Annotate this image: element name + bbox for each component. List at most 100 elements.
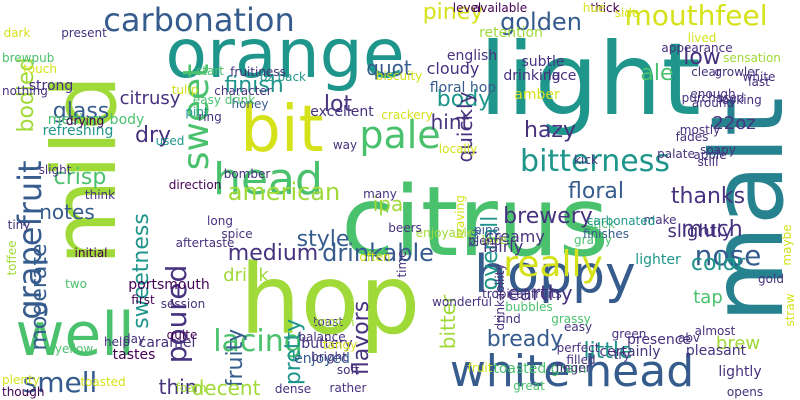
word-bitterness: bitterness: [520, 144, 670, 179]
word-thin: thin: [158, 375, 198, 399]
word-golden: golden: [500, 8, 582, 36]
word-rind: rind: [497, 312, 521, 326]
word-white-head: white head: [449, 346, 695, 397]
word-well: well: [15, 300, 135, 370]
word-hoppy: hoppy: [474, 245, 636, 305]
word-touch: touch: [23, 62, 57, 76]
word-mouthfeel: mouthfeel: [624, 0, 768, 32]
word-foam: foam: [175, 381, 207, 395]
word-toasted-grain: toasted grain: [493, 361, 587, 377]
word-toast: toast: [312, 315, 344, 329]
word-amber: amber: [514, 87, 560, 103]
word-ale: ale: [640, 61, 674, 86]
word-lot: lot: [323, 92, 353, 117]
word-first: first: [131, 293, 155, 307]
word-long: long: [207, 214, 233, 228]
word-lace: lace: [547, 68, 577, 84]
word-level: level: [452, 1, 482, 15]
word-creamy: creamy: [485, 227, 545, 246]
word-grainy: grainy: [574, 233, 612, 247]
word-soapy: soapy: [700, 143, 736, 157]
word-pint: pint: [185, 105, 209, 119]
word-finish: finish: [224, 73, 284, 98]
word-spice: spice: [221, 227, 253, 241]
word-lighter: lighter: [635, 252, 681, 268]
word-appearance: appearance: [661, 41, 733, 55]
word-caramel: caramel: [138, 335, 196, 351]
word-pale: pale: [359, 113, 441, 157]
word-tap: tap: [693, 287, 723, 308]
word-initial: initial: [74, 246, 108, 260]
word-excellent: excellent: [310, 104, 374, 120]
word-hazy: hazy: [524, 118, 577, 143]
word-opens: opens: [726, 385, 764, 399]
word-cloudy: cloudy: [426, 59, 480, 78]
word-earthy: earthy: [507, 281, 573, 305]
word-medium-body: medium body: [47, 112, 145, 128]
word-love: love: [481, 233, 507, 247]
word-think: think: [84, 188, 116, 202]
word-plenty: plenty: [2, 373, 40, 387]
word-honey: honey: [231, 97, 269, 111]
word-biscuity: biscuity: [375, 69, 423, 83]
word-enough: enough: [690, 87, 736, 101]
word-fruit: fruit: [467, 361, 493, 375]
word-moderate: moderate: [27, 243, 52, 351]
word-help: help: [104, 335, 130, 349]
word-smooth: smooth: [309, 315, 355, 329]
word-white: white: [742, 70, 776, 84]
word-way: way: [332, 138, 358, 152]
word-orange: orange: [165, 15, 405, 94]
word-stick: stick: [587, 217, 615, 231]
word-blend: blend: [468, 234, 502, 248]
word-much: much: [681, 217, 743, 242]
word-carbonation: carbonation: [103, 1, 295, 39]
word-kick: kick: [574, 153, 598, 167]
word-head: head: [213, 154, 323, 205]
word-bubbles: bubbles: [505, 300, 553, 314]
word-direction: direction: [168, 178, 222, 192]
word-growler: growler: [714, 65, 760, 79]
word-aftertaste: aftertaste: [175, 236, 235, 250]
word-make: make: [643, 213, 677, 227]
word-beers: beers: [388, 221, 422, 235]
word-strong: strong: [28, 78, 74, 94]
word-start: start: [196, 64, 224, 78]
word-floral-hop: floral hop: [429, 80, 497, 96]
word-body: body: [436, 87, 492, 112]
word-green: green: [611, 327, 647, 341]
word-maybe: maybe: [779, 224, 794, 266]
word-hop: hop: [239, 244, 421, 356]
word-quite: quite: [166, 328, 198, 342]
word-really: really: [503, 244, 603, 285]
word-toffee: toffee: [4, 240, 19, 276]
word-filled: filled: [566, 353, 596, 367]
word-enjoyable: enjoyable: [415, 226, 475, 240]
word-fairly: fairly: [482, 237, 524, 256]
word-bit: bit: [240, 93, 324, 167]
word-drink: drink: [223, 265, 269, 286]
word-drinking: drinking: [503, 68, 561, 84]
word-straw: straw: [782, 293, 797, 327]
word-almost: almost: [694, 324, 736, 338]
word-though: though: [2, 385, 45, 399]
word-wonderful: wonderful: [432, 295, 492, 309]
word-drinkable: drinkable: [322, 239, 434, 267]
word-many: many: [363, 187, 397, 201]
word-gold: gold: [758, 272, 784, 286]
word-subtle: subtle: [521, 54, 565, 70]
word-two: two: [65, 277, 87, 291]
word-lacing: lacing: [213, 324, 303, 359]
word-ring: ring: [198, 110, 222, 124]
word-brewery: brewery: [503, 204, 593, 229]
word-portsmouth: portsmouth: [128, 277, 210, 293]
word-bready: bready: [486, 327, 564, 352]
word-crackery: crackery: [381, 108, 433, 122]
word-session: session: [160, 297, 206, 311]
word-crisp: crisp: [53, 165, 107, 190]
word-character: character: [214, 84, 272, 98]
word-sensation: sensation: [723, 51, 781, 65]
word-palate: palate: [657, 147, 695, 161]
word-tropical-fruits: tropical fruits: [482, 287, 562, 301]
